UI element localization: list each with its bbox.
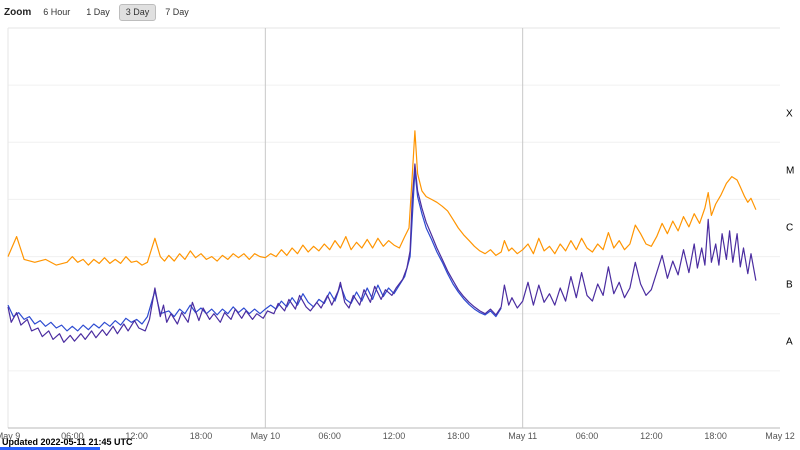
x-axis-tick-label: May 11 [508, 431, 538, 441]
zoom-toolbar: Zoom 6 Hour 1 Day 3 Day 7 Day [4, 4, 196, 21]
bottom-accent-bar [0, 447, 100, 450]
zoom-button-3-day[interactable]: 3 Day [118, 4, 157, 21]
series-purple-path [7, 163, 757, 343]
x-axis-tick-label: 12:00 [125, 431, 148, 441]
x-axis-tick-label: 18:00 [189, 431, 213, 441]
x-axis-tick-label: 12:00 [640, 431, 663, 441]
zoom-button-6-hour[interactable]: 6 Hour [36, 4, 77, 21]
y-axis-band-label-x: X [786, 108, 793, 120]
series-blue-path [7, 170, 502, 332]
zoom-button-7-day[interactable]: 7 Day [158, 4, 196, 21]
x-axis-tick-label: 18:00 [447, 431, 470, 441]
updated-timestamp: Updated 2022-05-11 21:45 UTC [2, 437, 133, 447]
y-axis-band-label-c: C [786, 222, 794, 234]
y-axis-band-label-b: B [786, 279, 793, 291]
y-axis-band-label-m: M [786, 165, 795, 177]
x-axis-tick-label: 18:00 [704, 431, 727, 441]
zoom-range-buttons: 6 Hour 1 Day 3 Day 7 Day [36, 4, 196, 21]
x-axis-tick-label: 06:00 [61, 431, 84, 441]
y-axis-band-label-a: A [786, 336, 793, 348]
zoom-button-1-day[interactable]: 1 Day [79, 4, 117, 21]
series-orange-path [7, 130, 757, 266]
x-axis-tick-label: 12:00 [382, 431, 406, 441]
x-axis-tick-label: 06:00 [318, 431, 341, 441]
zoom-label: Zoom [4, 7, 32, 18]
x-axis-tick-label: May 12 [765, 431, 795, 441]
x-axis-tick-label: May 9 [0, 431, 21, 441]
x-axis-tick-label: 06:00 [575, 431, 599, 441]
x-axis-tick-label: May 10 [250, 431, 281, 441]
